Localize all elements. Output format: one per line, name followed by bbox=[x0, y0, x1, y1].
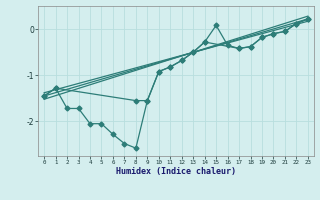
X-axis label: Humidex (Indice chaleur): Humidex (Indice chaleur) bbox=[116, 167, 236, 176]
